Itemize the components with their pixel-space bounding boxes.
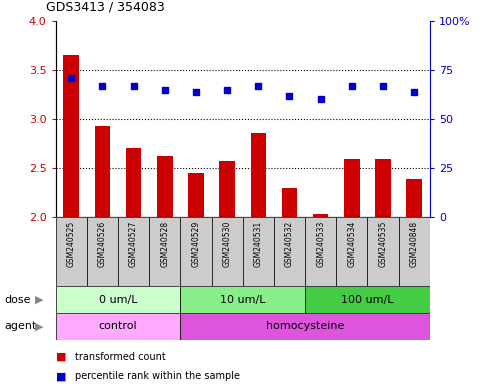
Text: ▶: ▶: [35, 321, 44, 331]
Text: percentile rank within the sample: percentile rank within the sample: [75, 371, 240, 381]
Bar: [219, 161, 235, 217]
Bar: [274, 217, 305, 286]
Point: [411, 89, 418, 95]
Text: ▶: ▶: [35, 295, 44, 305]
Bar: [126, 149, 142, 217]
Point: [99, 83, 106, 89]
Text: GSM240535: GSM240535: [379, 220, 387, 267]
Bar: [56, 286, 180, 313]
Bar: [242, 217, 274, 286]
Bar: [87, 217, 118, 286]
Text: GDS3413 / 354083: GDS3413 / 354083: [46, 0, 165, 13]
Bar: [282, 188, 298, 217]
Bar: [118, 217, 149, 286]
Bar: [368, 217, 398, 286]
Text: GSM240528: GSM240528: [160, 220, 169, 266]
Bar: [344, 159, 360, 217]
Text: GSM240529: GSM240529: [191, 220, 200, 266]
Bar: [95, 126, 110, 217]
Point: [255, 83, 262, 89]
Point: [192, 89, 200, 95]
Bar: [336, 217, 368, 286]
Text: GSM240533: GSM240533: [316, 220, 325, 267]
Bar: [305, 286, 430, 313]
Bar: [180, 217, 212, 286]
Bar: [180, 286, 305, 313]
Text: GSM240527: GSM240527: [129, 220, 138, 266]
Text: 0 um/L: 0 um/L: [99, 295, 137, 305]
Text: ■: ■: [56, 371, 66, 381]
Point: [67, 75, 75, 81]
Text: GSM240526: GSM240526: [98, 220, 107, 266]
Point: [223, 87, 231, 93]
Text: homocysteine: homocysteine: [266, 321, 344, 331]
Point: [129, 83, 137, 89]
Bar: [407, 179, 422, 217]
Point: [348, 83, 356, 89]
Text: agent: agent: [5, 321, 37, 331]
Bar: [149, 217, 180, 286]
Point: [317, 96, 325, 103]
Text: GSM240534: GSM240534: [347, 220, 356, 267]
Text: GSM240848: GSM240848: [410, 220, 419, 266]
Point: [379, 83, 387, 89]
Text: GSM240531: GSM240531: [254, 220, 263, 266]
Bar: [251, 133, 266, 217]
Text: transformed count: transformed count: [75, 352, 166, 362]
Bar: [63, 55, 79, 217]
Text: dose: dose: [5, 295, 31, 305]
Text: ■: ■: [56, 352, 66, 362]
Bar: [212, 217, 242, 286]
Point: [285, 93, 293, 99]
Bar: [398, 217, 430, 286]
Bar: [313, 214, 328, 217]
Text: GSM240532: GSM240532: [285, 220, 294, 266]
Bar: [305, 217, 336, 286]
Text: 10 um/L: 10 um/L: [220, 295, 266, 305]
Text: GSM240525: GSM240525: [67, 220, 76, 266]
Bar: [56, 217, 87, 286]
Point: [161, 87, 169, 93]
Bar: [375, 159, 391, 217]
Text: 100 um/L: 100 um/L: [341, 295, 394, 305]
Text: control: control: [99, 321, 137, 331]
Text: GSM240530: GSM240530: [223, 220, 232, 267]
Bar: [180, 313, 430, 340]
Bar: [56, 313, 180, 340]
Bar: [188, 173, 204, 217]
Bar: [157, 156, 172, 217]
